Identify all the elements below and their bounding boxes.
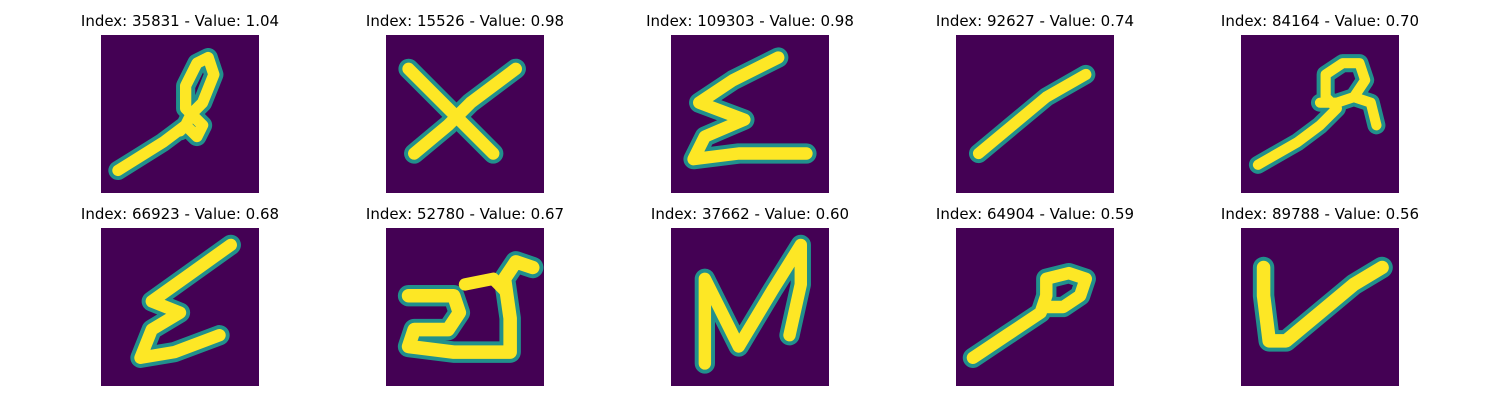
digit-image: [671, 228, 829, 386]
panel-title: Index: 92627 - Value: 0.74: [935, 12, 1135, 30]
panel-title: Index: 89788 - Value: 0.56: [1220, 205, 1420, 223]
panel-2: Index: 15526 - Value: 0.98: [335, 12, 595, 197]
panel-6: Index: 66923 - Value: 0.68: [50, 205, 310, 390]
digit-image: [956, 35, 1114, 193]
panel-title: Index: 15526 - Value: 0.98: [365, 12, 565, 30]
digit-image: [1241, 228, 1399, 386]
panel-1: Index: 35831 - Value: 1.04: [50, 12, 310, 197]
panel-title: Index: 64904 - Value: 0.59: [935, 205, 1135, 223]
panel-4: Index: 92627 - Value: 0.74: [905, 12, 1165, 197]
panel-title: Index: 37662 - Value: 0.60: [650, 205, 850, 223]
digit-image: [101, 35, 259, 193]
digit-image: [1241, 35, 1399, 193]
digit-image: [386, 35, 544, 193]
panel-title: Index: 52780 - Value: 0.67: [365, 205, 565, 223]
panel-10: Index: 89788 - Value: 0.56: [1190, 205, 1450, 390]
panel-7: Index: 52780 - Value: 0.67: [335, 205, 595, 390]
digit-image: [956, 228, 1114, 386]
digit-image: [386, 228, 544, 386]
panel-9: Index: 64904 - Value: 0.59: [905, 205, 1165, 390]
panel-5: Index: 84164 - Value: 0.70: [1190, 12, 1450, 197]
panel-title: Index: 109303 - Value: 0.98: [646, 12, 854, 30]
panel-title: Index: 84164 - Value: 0.70: [1220, 12, 1420, 30]
panel-3: Index: 109303 - Value: 0.98: [620, 12, 880, 197]
digit-image: [671, 35, 829, 193]
panel-title: Index: 66923 - Value: 0.68: [80, 205, 280, 223]
digit-image: [101, 228, 259, 386]
panel-title: Index: 35831 - Value: 1.04: [80, 12, 280, 30]
panel-8: Index: 37662 - Value: 0.60: [620, 205, 880, 390]
